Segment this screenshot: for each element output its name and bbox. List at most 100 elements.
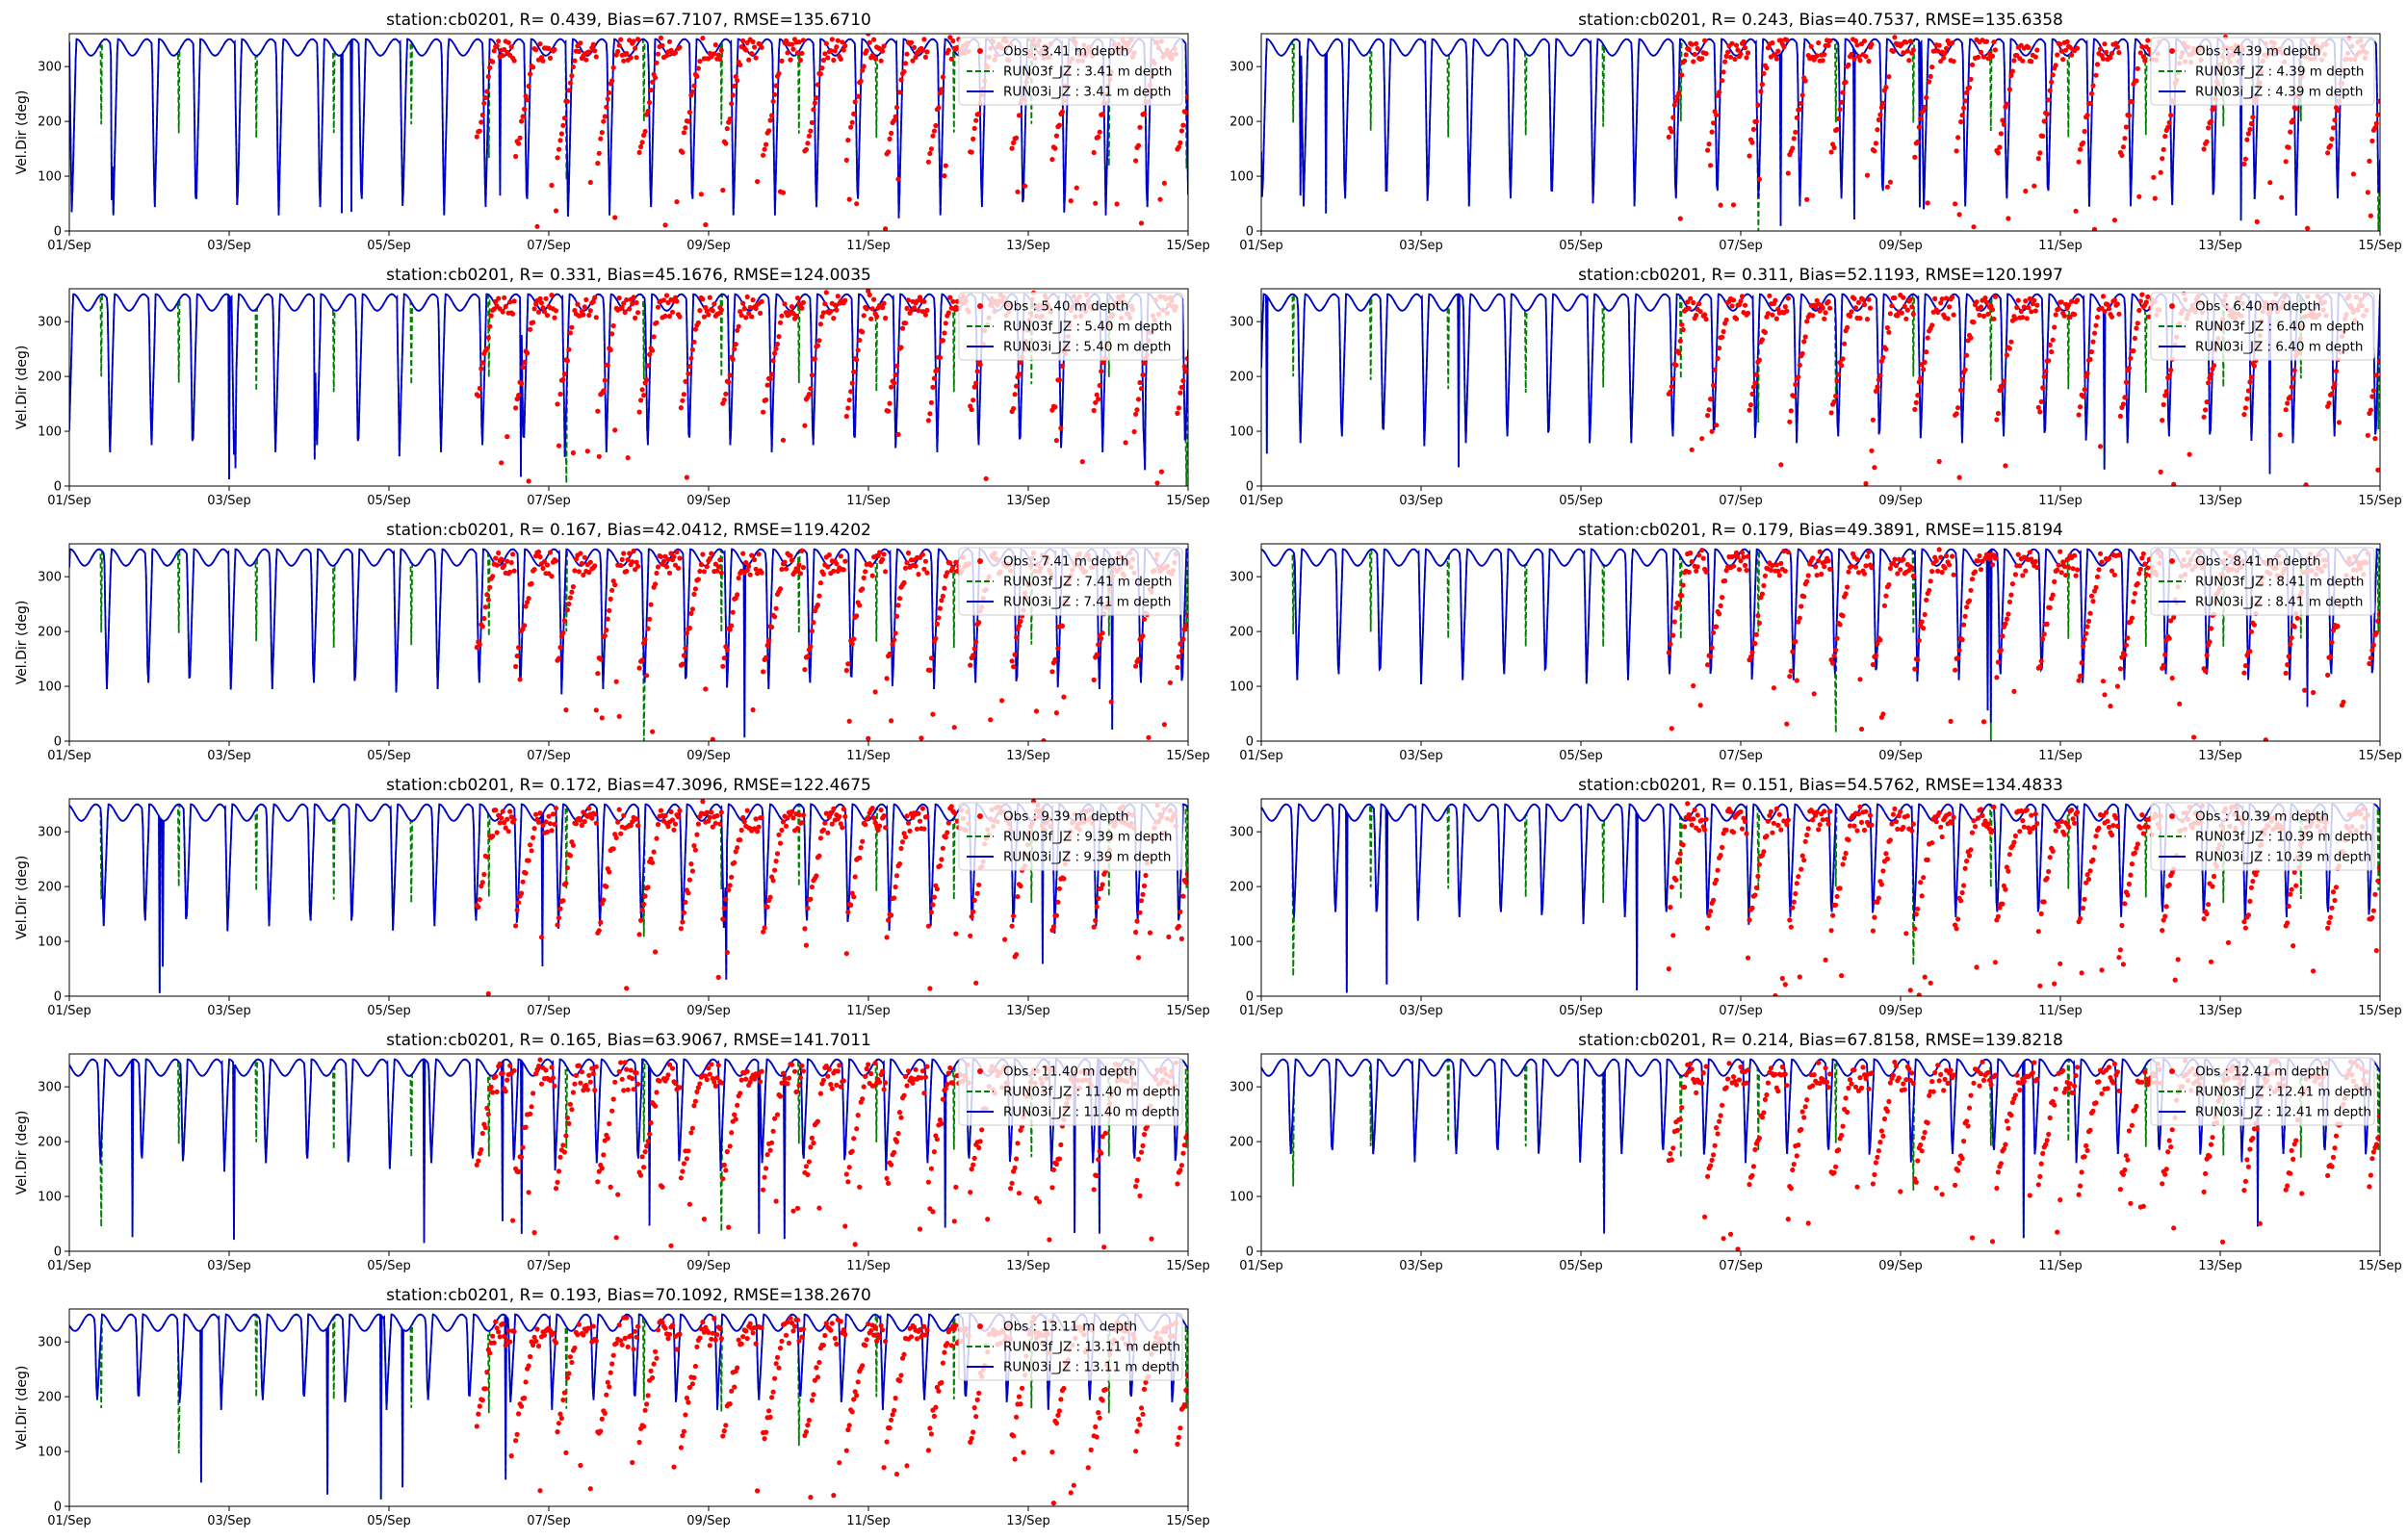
obs-point — [605, 362, 610, 368]
obs-point — [1959, 889, 1965, 896]
obs-point — [1910, 573, 1916, 579]
obs-point — [1797, 362, 1802, 368]
obs-point — [750, 38, 756, 45]
obs-point — [1782, 568, 1788, 574]
obs-point — [772, 867, 778, 873]
obs-point — [541, 309, 548, 315]
obs-point — [905, 297, 912, 303]
obs-point — [672, 50, 679, 56]
obs-point — [1775, 306, 1781, 312]
obs-point — [797, 571, 804, 577]
obs-point — [1691, 682, 1696, 689]
obs-point — [586, 312, 592, 319]
obs-point — [1702, 1214, 1708, 1219]
obs-point — [727, 883, 733, 888]
obs-point — [1845, 584, 1851, 590]
obs-point — [1052, 404, 1058, 410]
obs-point — [535, 1064, 542, 1069]
obs-point — [510, 1218, 516, 1223]
obs-point — [615, 1192, 621, 1197]
obs-point — [553, 1186, 559, 1192]
series-obs-points — [474, 34, 1188, 231]
obs-point — [634, 559, 639, 565]
obs-point — [753, 566, 759, 572]
obs-point — [2050, 72, 2056, 78]
obs-point — [2134, 325, 2139, 331]
obs-point — [2099, 305, 2105, 311]
obs-point — [1901, 824, 1906, 831]
legend-marker-obs — [2169, 813, 2175, 819]
obs-point — [1768, 808, 1773, 814]
obs-point — [1733, 1082, 1740, 1088]
obs-point — [1782, 1071, 1788, 1077]
obs-point — [2370, 388, 2376, 394]
obs-point — [1725, 1076, 1731, 1082]
obs-point — [2203, 407, 2209, 413]
obs-point — [919, 47, 926, 53]
obs-point — [526, 83, 531, 90]
obs-point — [1921, 1135, 1927, 1141]
obs-point — [855, 93, 861, 99]
obs-point — [1863, 480, 1869, 486]
obs-point — [2145, 294, 2151, 299]
obs-point — [2058, 961, 2063, 966]
obs-point — [2093, 584, 2099, 591]
obs-point — [1969, 830, 1976, 835]
obs-point — [2126, 881, 2132, 887]
obs-point — [860, 586, 866, 592]
obs-point — [579, 822, 585, 829]
obs-point — [914, 826, 920, 832]
obs-point — [1787, 419, 1793, 424]
obs-point — [1079, 459, 1085, 465]
obs-point — [689, 1125, 696, 1131]
obs-point — [2078, 915, 2083, 921]
obs-point — [881, 300, 887, 306]
obs-point — [911, 305, 918, 311]
y-tick-label: 100 — [38, 1191, 62, 1205]
obs-point — [1074, 185, 1079, 191]
obs-point — [1922, 1129, 1928, 1136]
obs-point — [2008, 592, 2014, 598]
obs-point — [1692, 807, 1697, 813]
obs-point — [1880, 868, 1886, 874]
obs-point — [846, 196, 852, 202]
obs-point — [875, 827, 881, 834]
obs-point — [2079, 660, 2084, 666]
obs-point — [601, 897, 607, 903]
obs-point — [752, 556, 758, 563]
obs-point — [564, 865, 571, 871]
obs-point — [2091, 330, 2098, 336]
obs-point — [777, 840, 784, 846]
obs-point — [695, 577, 702, 582]
subplot-6: station:cb0201, R= 0.179, Bias=49.3891, … — [1229, 521, 2402, 763]
obs-point — [645, 363, 651, 369]
obs-point — [809, 629, 815, 634]
obs-point — [704, 564, 710, 570]
obs-point — [1709, 645, 1715, 651]
obs-point — [541, 558, 548, 565]
obs-point — [2040, 636, 2046, 642]
obs-point — [557, 138, 563, 143]
obs-point — [1811, 1072, 1817, 1078]
obs-point — [2023, 298, 2029, 304]
obs-point — [857, 855, 863, 860]
obs-point — [899, 325, 906, 331]
obs-point — [2208, 959, 2214, 964]
obs-point — [2085, 618, 2092, 625]
obs-point — [759, 1068, 764, 1074]
obs-point — [582, 304, 587, 310]
obs-point — [1178, 648, 1184, 654]
obs-point — [720, 1176, 726, 1182]
obs-point — [1938, 824, 1944, 830]
obs-point — [1178, 1168, 1183, 1173]
obs-point — [529, 580, 534, 587]
obs-point — [898, 77, 904, 83]
obs-point — [805, 654, 811, 659]
obs-point — [520, 1144, 526, 1150]
obs-point — [1762, 329, 1768, 335]
obs-point — [871, 296, 877, 302]
obs-point — [712, 51, 717, 57]
obs-point — [808, 1144, 814, 1150]
obs-point — [2116, 50, 2122, 56]
